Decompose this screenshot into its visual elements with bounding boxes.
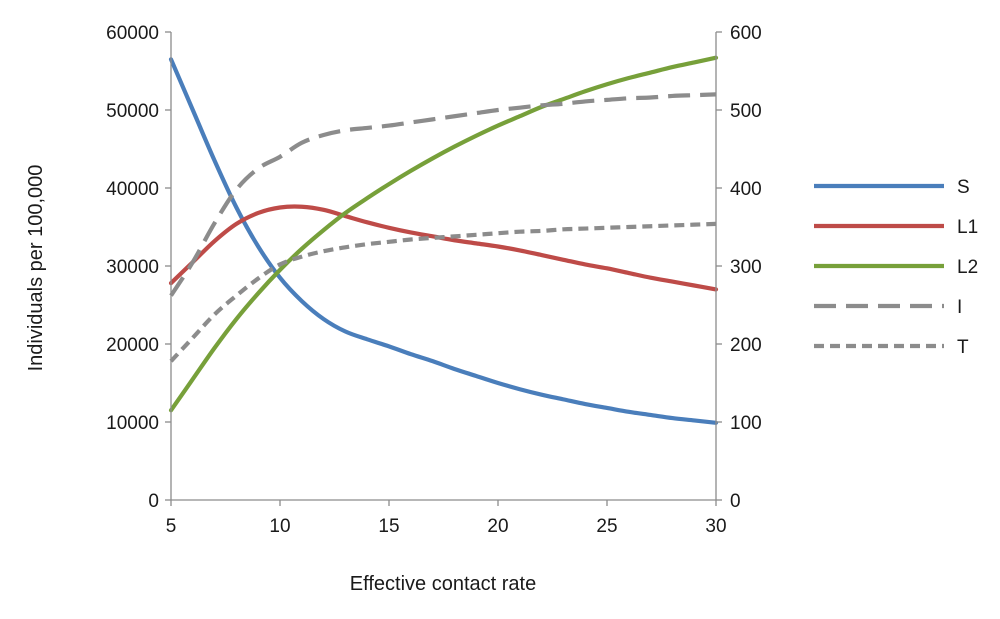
- legend-label-t: T: [957, 337, 969, 358]
- right-y-tick-label: 200: [730, 335, 762, 356]
- legend: S L1 L2 IT: [814, 177, 978, 358]
- left-y-tick-label: 0: [148, 491, 159, 512]
- axes: [171, 32, 716, 500]
- legend-label-s: S: [957, 177, 970, 198]
- left-y-tick-label: 50000: [106, 101, 159, 122]
- left-y-tick-label: 30000: [106, 257, 159, 278]
- series-line-i: [171, 94, 716, 295]
- right-y-tick-label: 300: [730, 257, 762, 278]
- x-tick-label: 10: [269, 516, 290, 537]
- x-tick-label: 20: [487, 516, 508, 537]
- plot-series: [171, 58, 716, 423]
- x-axis-title: Effective contact rate: [350, 573, 536, 595]
- x-ticks: 5 10 15 20 25 30: [166, 500, 727, 537]
- right-y-ticks: 0 100 200 300 400 500 600: [716, 23, 762, 512]
- left-y-tick-label: 20000: [106, 335, 159, 356]
- right-y-tick-label: 0: [730, 491, 741, 512]
- legend-label-l2: L2: [957, 257, 978, 278]
- left-y-ticks: 0 10000 20000 30000 40000 50000 60000: [106, 23, 171, 512]
- x-tick-label: 25: [596, 516, 617, 537]
- series-line-l1: [171, 207, 716, 290]
- left-y-tick-label: 40000: [106, 179, 159, 200]
- left-y-axis-title: Individuals per 100,000: [25, 165, 47, 372]
- x-tick-label: 30: [705, 516, 726, 537]
- right-y-tick-label: 100: [730, 413, 762, 434]
- legend-label-l1: L1: [957, 217, 978, 238]
- series-line-t: [171, 224, 716, 361]
- left-y-tick-label: 10000: [106, 413, 159, 434]
- right-y-tick-label: 600: [730, 23, 762, 44]
- right-y-tick-label: 500: [730, 101, 762, 122]
- series-line-s: [171, 59, 716, 422]
- legend-label-i: I: [957, 297, 962, 318]
- left-y-tick-label: 60000: [106, 23, 159, 44]
- right-y-tick-label: 400: [730, 179, 762, 200]
- x-tick-label: 5: [166, 516, 177, 537]
- x-tick-label: 15: [378, 516, 399, 537]
